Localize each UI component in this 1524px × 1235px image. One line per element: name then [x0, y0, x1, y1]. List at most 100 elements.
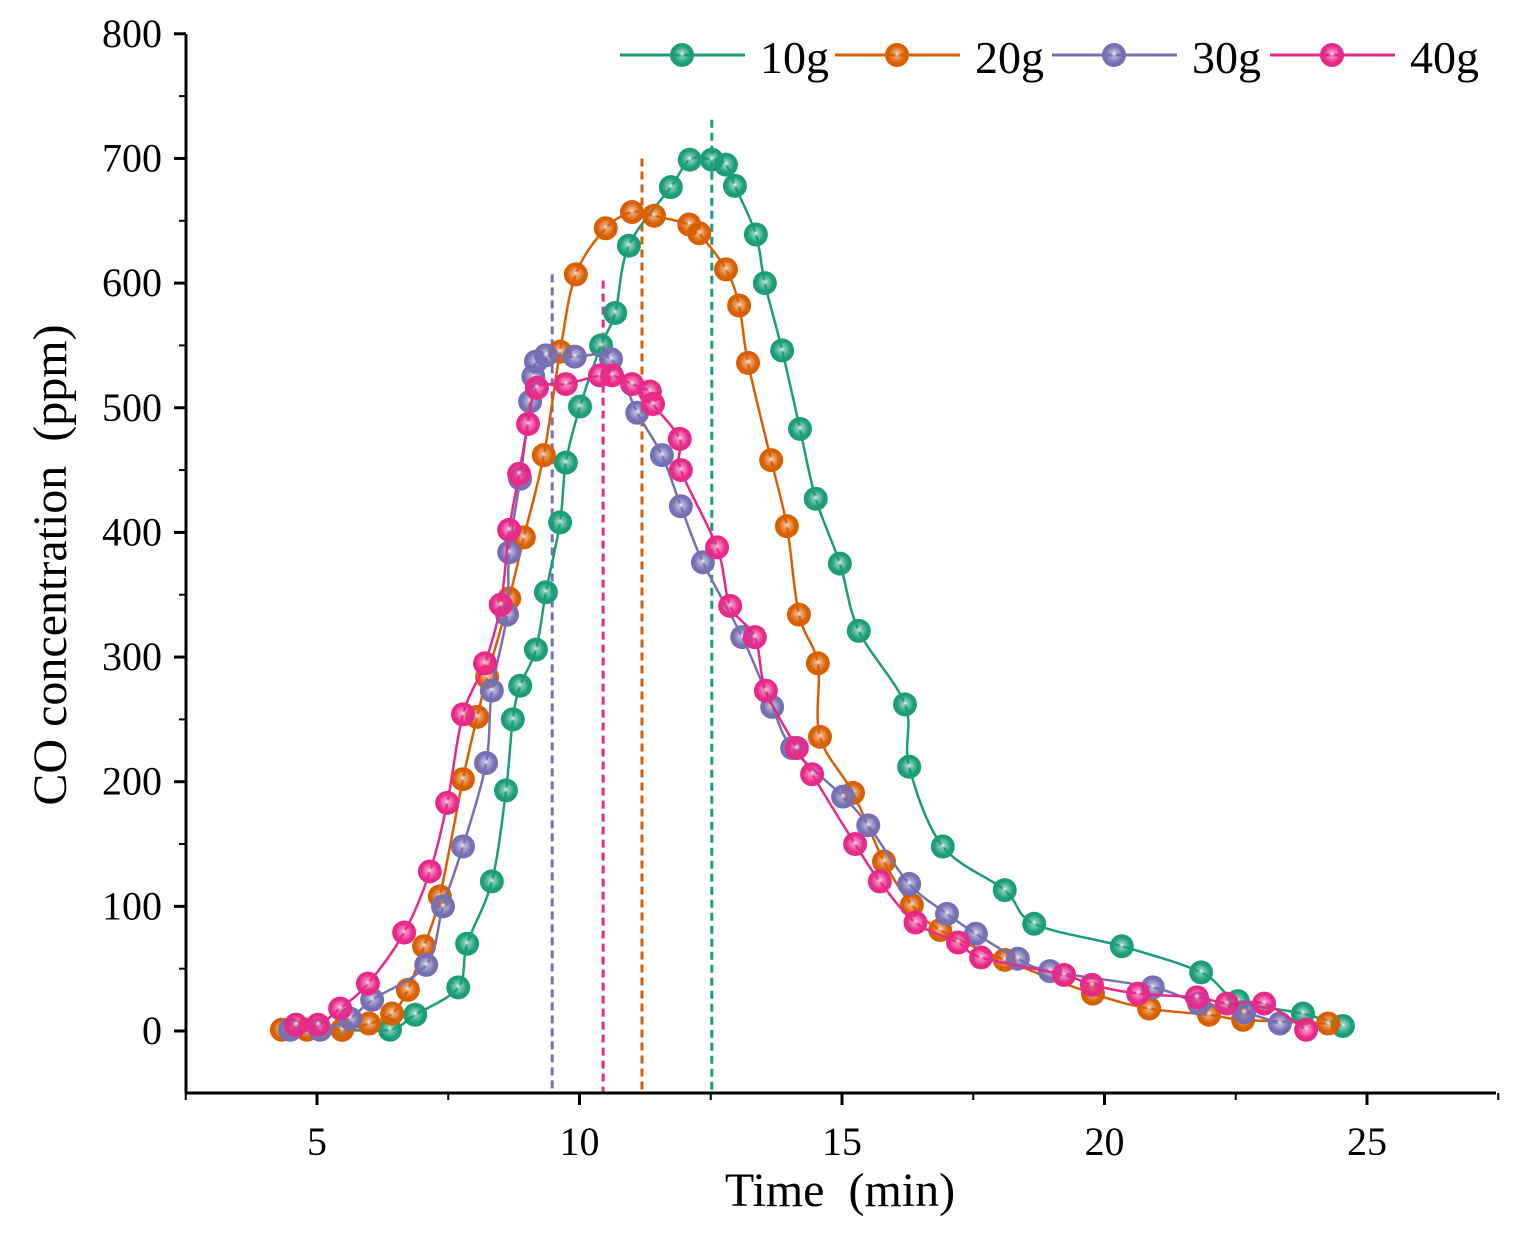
data-point-10g [992, 878, 1017, 903]
data-point-30g [831, 784, 856, 809]
data-point-30g [533, 343, 558, 368]
y-tick-label: 400 [102, 509, 162, 554]
data-point-40g [1079, 972, 1104, 997]
data-point-30g [649, 443, 674, 468]
data-point-30g [897, 871, 922, 896]
data-point-20g [531, 443, 556, 468]
data-point-40g [435, 790, 460, 815]
data-point-20g [805, 651, 830, 676]
data-point-30g [668, 494, 693, 519]
data-point-10g [893, 692, 917, 717]
data-point-10g [803, 486, 828, 511]
data-point-20g [356, 1011, 381, 1036]
y-tick-label: 500 [102, 385, 162, 430]
legend-marker [670, 43, 694, 67]
data-point-40g [1126, 981, 1151, 1006]
data-point-40g [417, 859, 442, 884]
data-point-10g [897, 754, 922, 779]
y-tick-label: 200 [102, 759, 162, 804]
data-point-10g [930, 834, 955, 859]
data-point-40g [473, 651, 497, 676]
legend-label: 20g [975, 32, 1044, 83]
data-point-10g [568, 394, 593, 419]
data-point-30g [450, 834, 475, 859]
data-point-10g [523, 637, 548, 662]
data-point-20g [1316, 1011, 1341, 1036]
x-axis-label: Time (min) [725, 1164, 955, 1217]
data-point-40g [667, 426, 692, 451]
data-point-40g [1294, 1017, 1319, 1042]
data-point-10g [846, 618, 871, 643]
data-point-20g [642, 203, 667, 228]
data-point-40g [903, 910, 928, 935]
data-point-10g [770, 338, 795, 363]
data-point-20g [774, 514, 799, 539]
data-point-30g [963, 921, 988, 946]
data-point-40g [946, 930, 971, 955]
data-point-20g [593, 216, 618, 241]
series-group [269, 147, 1355, 1042]
data-point-40g [392, 920, 417, 945]
y-tick-label: 100 [102, 883, 162, 928]
data-point-10g [752, 271, 777, 296]
legend-label: 30g [1192, 32, 1261, 83]
legend-item-20g: 20g [835, 32, 1044, 83]
data-point-40g [969, 945, 994, 970]
data-point-10g [548, 510, 573, 535]
data-point-10g [713, 152, 738, 177]
data-point-20g [620, 200, 644, 225]
x-tick-label: 15 [822, 1119, 862, 1164]
data-point-10g [479, 869, 504, 894]
data-point-10g [743, 222, 768, 247]
data-point-10g [1189, 960, 1214, 985]
data-point-40g [1214, 991, 1239, 1016]
data-point-40g [553, 372, 578, 397]
data-point-40g [742, 625, 767, 650]
data-point-40g [668, 458, 693, 483]
data-point-20g [713, 257, 738, 282]
series-20g [269, 200, 1341, 1042]
data-point-40g [1252, 991, 1277, 1016]
data-point-40g [284, 1012, 308, 1037]
data-point-30g [856, 813, 881, 838]
series-line-40g [295, 373, 1307, 1031]
data-point-10g [603, 301, 628, 326]
y-tick-label: 700 [102, 135, 162, 180]
data-point-20g [759, 448, 784, 473]
x-tick-label: 20 [1085, 1119, 1125, 1164]
y-tick-label: 0 [142, 1008, 162, 1053]
data-point-10g [494, 778, 518, 803]
data-point-40g [753, 678, 778, 703]
data-point-40g [718, 593, 743, 618]
y-tick-label: 300 [102, 634, 162, 679]
data-point-10g [446, 975, 471, 1000]
data-point-10g [533, 580, 558, 605]
series-40g [284, 363, 1319, 1042]
data-point-10g [1022, 911, 1047, 936]
data-point-40g [641, 392, 665, 417]
data-point-40g [488, 592, 513, 617]
data-point-20g [736, 350, 761, 375]
series-10g [330, 147, 1355, 1042]
data-point-40g [516, 411, 541, 436]
data-point-40g [507, 461, 532, 486]
legend-marker [1320, 43, 1344, 67]
series-line-30g [290, 353, 1281, 1032]
data-point-40g [450, 702, 475, 727]
data-point-10g [677, 147, 702, 172]
data-point-30g [431, 894, 455, 919]
data-point-10g [500, 707, 525, 732]
data-point-10g [508, 673, 533, 698]
data-point-10g [553, 450, 578, 475]
data-point-20g [412, 934, 437, 959]
data-point-40g [843, 832, 868, 857]
data-point-30g [935, 901, 959, 926]
y-tick-label: 800 [102, 11, 162, 56]
series-line-10g [342, 156, 1344, 1033]
data-point-40g [867, 869, 892, 894]
axes: 0 100 200 300 400 500 600 700 800 5 10 15 20 25 [102, 11, 1500, 1164]
data-point-30g [474, 751, 499, 776]
data-point-10g [722, 173, 747, 198]
data-point-10g [455, 931, 480, 956]
